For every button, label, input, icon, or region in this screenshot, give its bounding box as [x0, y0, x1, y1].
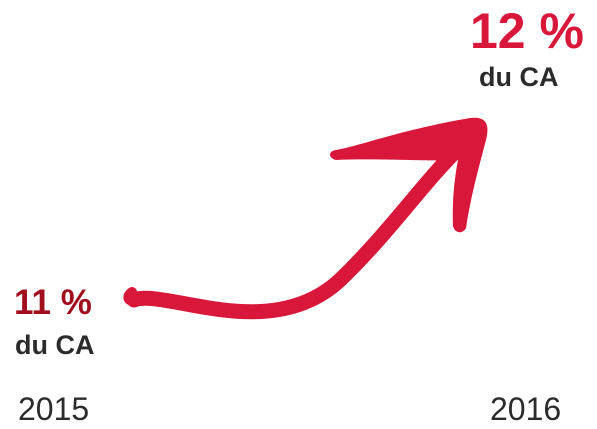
arrow-shaft: [126, 137, 470, 320]
arrowhead: [330, 117, 488, 233]
arrow-tail: [123, 287, 139, 306]
end-year: 2016: [490, 391, 562, 427]
start-unit: du CA: [15, 330, 95, 360]
end-unit: du CA: [479, 62, 559, 92]
end-value: 12 %: [470, 3, 584, 59]
start-value: 11 %: [14, 283, 92, 322]
start-year: 2015: [18, 391, 90, 427]
